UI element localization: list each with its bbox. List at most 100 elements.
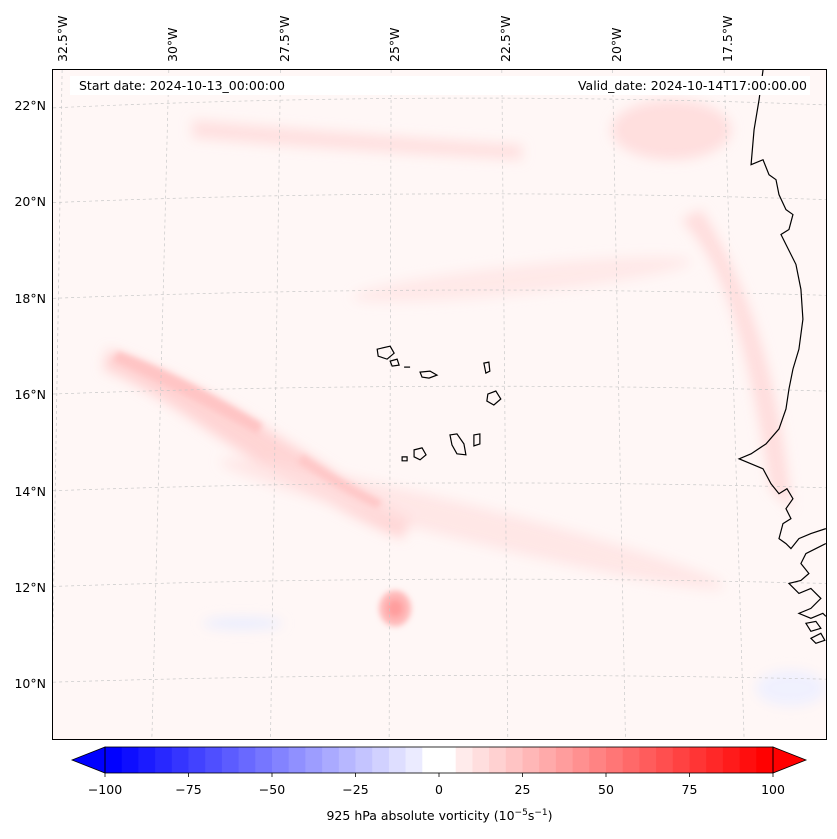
colorbar: [70, 746, 808, 777]
colorbar-tick-label: 25: [514, 782, 531, 797]
colorbar-tick-label: 100: [761, 782, 785, 797]
colorbar-segment: [656, 747, 674, 773]
colorbar-segment: [522, 747, 540, 773]
colorbar-segment: [155, 747, 173, 773]
vorticity-band-north: [192, 119, 522, 160]
colorbar-tick-label: −25: [342, 782, 369, 797]
colorbar-segment: [272, 747, 290, 773]
vorticity-patch-negative-se: [756, 670, 826, 707]
colorbar-label: 925 hPa absolute vorticity (10−5s−1): [0, 808, 837, 823]
parallel-16N: [53, 385, 826, 395]
meridian-17.5W: [723, 70, 745, 739]
meridian-20W: [612, 70, 626, 739]
colorbar-segment: [305, 747, 323, 773]
colorbar-segment: [539, 747, 557, 773]
colorbar-segment: [472, 747, 490, 773]
colorbar-extend-max-arrow: [772, 746, 808, 774]
colorbar-tick-label: −100: [87, 782, 123, 797]
vorticity-band-south: [220, 458, 724, 589]
colorbar-segment: [221, 747, 239, 773]
colorbar-segment: [138, 747, 156, 773]
vorticity-field: [103, 99, 826, 707]
island-santiago: [449, 433, 467, 456]
colorbar-segment: [739, 747, 757, 773]
colorbar-segment: [706, 747, 724, 773]
colorbar-segment: [672, 747, 690, 773]
colorbar-tick-label: 0: [435, 782, 443, 797]
lon-tick-label: 20°W: [609, 27, 624, 62]
vorticity-patch-negative-sw: [202, 617, 283, 630]
parallel-10N: [53, 674, 826, 683]
lon-tick-label: 30°W: [165, 27, 180, 62]
colorbar-label-exponent: −5: [514, 808, 528, 818]
colorbar-segment: [121, 747, 139, 773]
colorbar-segment: [255, 747, 273, 773]
lat-tick-label: 14°N: [14, 484, 46, 499]
meridian-25W: [388, 70, 392, 739]
valid-date-label: Valid_date: 2024-10-14T17:00:00.00: [577, 78, 807, 93]
colorbar-segment: [689, 747, 707, 773]
colorbar-tick-label: −75: [175, 782, 202, 797]
colorbar-segment: [489, 747, 507, 773]
colorbar-segment: [405, 747, 423, 773]
parallel-14N: [53, 482, 826, 492]
meridian-30W: [151, 70, 170, 739]
colorbar-segments: [105, 747, 774, 773]
colorbar-segment: [505, 747, 523, 773]
colorbar-segment: [171, 747, 189, 773]
lon-tick-label: 17.5°W: [720, 15, 735, 62]
lat-tick-label: 12°N: [14, 580, 46, 595]
coastline: [376, 70, 826, 644]
start-date-label: Start date: 2024-10-13_00:00:00: [79, 78, 285, 93]
colorbar-label-prefix: 925 hPa absolute vorticity (10: [326, 808, 515, 824]
meridian-22.5W: [501, 70, 509, 739]
island-santo-antao: [376, 345, 395, 360]
colorbar-extend-min-arrow: [70, 746, 106, 774]
island-maio: [473, 433, 481, 447]
vorticity-band-west-core: [112, 351, 263, 434]
parallel-20N: [53, 193, 826, 203]
parallel-18N: [53, 289, 826, 299]
colorbar-segment: [722, 747, 740, 773]
colorbar-segment: [105, 747, 123, 773]
parallel-22N: [53, 97, 826, 109]
lat-tick-label: 18°N: [14, 291, 46, 306]
colorbar-segment: [422, 747, 440, 773]
colorbar-segment: [388, 747, 406, 773]
colorbar-tick-label: 75: [681, 782, 698, 797]
africa-coast-guinea: [787, 543, 826, 620]
lon-tick-label: 25°W: [387, 27, 402, 62]
island-sao-nicolau: [419, 370, 439, 379]
island-sao-vicente: [389, 358, 400, 367]
meridian-27.5W: [270, 70, 281, 739]
colorbar-segment: [639, 747, 657, 773]
colorbar-segment: [372, 747, 390, 773]
colorbar-segment: [205, 747, 223, 773]
lat-tick-label: 20°N: [14, 194, 46, 209]
vorticity-patch-northeast: [611, 99, 732, 160]
colorbar-segment: [555, 747, 573, 773]
colorbar-label-exponent: −1: [534, 808, 548, 818]
colorbar-segment: [756, 747, 774, 773]
colorbar-label-unit: s: [527, 808, 535, 824]
colorbar-segment: [572, 747, 590, 773]
colorbar-segment: [606, 747, 624, 773]
colorbar-segment: [322, 747, 340, 773]
map-panel: [52, 69, 827, 740]
meridian-32.5W: [53, 70, 63, 649]
colorbar-segment: [589, 747, 607, 773]
graticule: [53, 70, 826, 739]
colorbar-segment: [439, 747, 457, 773]
island-fogo: [413, 447, 427, 461]
colorbar-segment: [622, 747, 640, 773]
vorticity-band-east: [681, 209, 791, 509]
vorticity-core: [112, 351, 412, 627]
lat-tick-label: 10°N: [14, 676, 46, 691]
colorbar-segment: [338, 747, 356, 773]
lat-tick-label: 16°N: [14, 387, 46, 402]
island-bijagos: [804, 620, 822, 633]
colorbar-ticks: [104, 773, 774, 777]
colorbar-tick-label: 50: [598, 782, 614, 797]
colorbar-tick-label: −50: [258, 782, 286, 797]
lat-tick-label: 22°N: [14, 98, 46, 113]
